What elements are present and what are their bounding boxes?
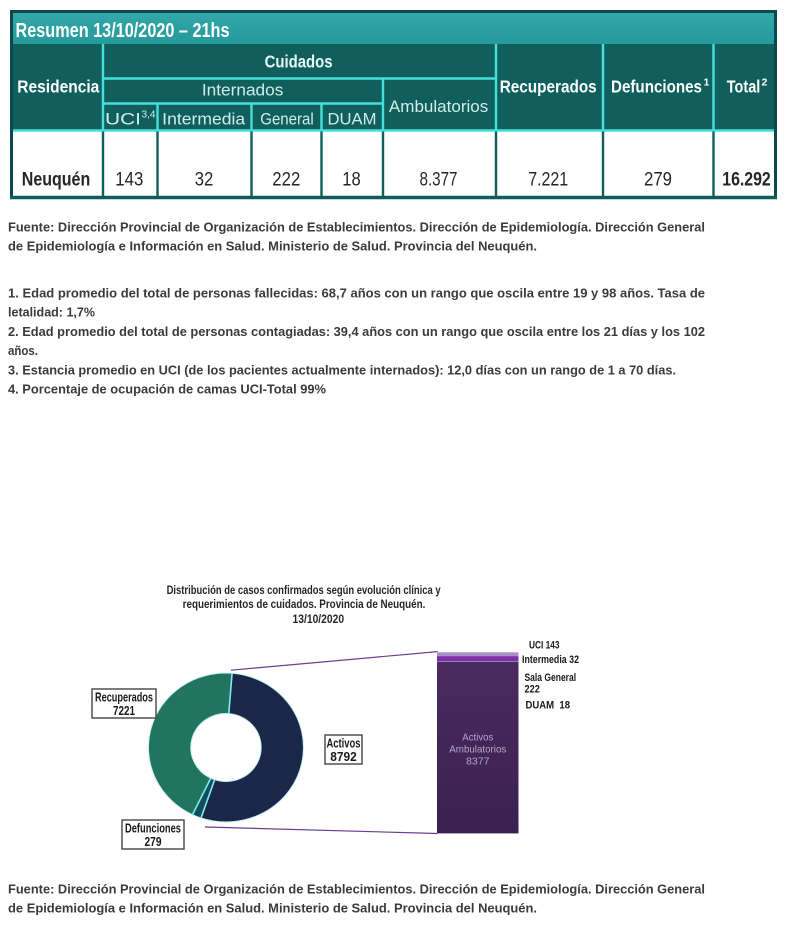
svg-text:2: 2 — [762, 77, 768, 89]
svg-text:18: 18 — [342, 170, 361, 191]
svg-text:222: 222 — [272, 170, 300, 191]
svg-text:16.292: 16.292 — [722, 170, 771, 191]
svg-text:2. Edad promedio del total de: 2. Edad promedio del total de personas c… — [8, 324, 705, 339]
svg-text:222: 222 — [525, 684, 540, 696]
svg-text:Sala General: Sala General — [525, 672, 577, 684]
svg-text:279: 279 — [145, 834, 162, 849]
svg-text:Ambulatorios: Ambulatorios — [389, 98, 488, 116]
svg-text:4. Porcentaje de ocupación de: 4. Porcentaje de ocupación de camas UCI-… — [8, 382, 326, 397]
svg-text:Neuquén: Neuquén — [22, 170, 91, 191]
svg-text:8.377: 8.377 — [420, 170, 458, 191]
svg-text:Activos: Activos — [327, 736, 361, 751]
svg-text:DUAM 18: DUAM 18 — [526, 699, 571, 711]
svg-text:279: 279 — [644, 170, 672, 191]
svg-text:Intermedia 32: Intermedia 32 — [522, 654, 579, 666]
svg-text:Activos: Activos — [462, 732, 493, 744]
svg-text:UCI 143: UCI 143 — [529, 640, 560, 652]
svg-text:de Epidemiología e Información: de Epidemiología e Información en Salud.… — [8, 901, 537, 916]
svg-text:Fuente: Dirección Provincial d: Fuente: Dirección Provincial de Organiza… — [8, 882, 705, 897]
svg-text:32: 32 — [195, 170, 214, 191]
svg-text:Ambulatorios: Ambulatorios — [449, 744, 506, 756]
svg-text:de Epidemiología e Información: de Epidemiología e Información en Salud.… — [8, 239, 537, 254]
svg-text:DUAM: DUAM — [328, 111, 377, 129]
svg-text:Residencia: Residencia — [17, 77, 99, 97]
svg-text:UCI: UCI — [105, 111, 141, 129]
svg-text:Resumen 13/10/2020 – 21hs: Resumen 13/10/2020 – 21hs — [16, 20, 230, 42]
svg-text:años.: años. — [8, 343, 38, 358]
svg-text:letalidad: 1,7%: letalidad: 1,7% — [8, 305, 95, 320]
svg-text:Defunciones: Defunciones — [611, 77, 702, 97]
svg-text:1: 1 — [704, 77, 710, 89]
svg-text:Internados: Internados — [202, 81, 284, 99]
svg-text:Defunciones: Defunciones — [125, 821, 181, 836]
svg-text:Distribución de casos confirma: Distribución de casos confirmados según … — [167, 583, 441, 597]
svg-text:7.221: 7.221 — [528, 170, 568, 191]
svg-text:3. Estancia promedio en UCI (d: 3. Estancia promedio en UCI (de los paci… — [8, 362, 676, 377]
svg-text:Fuente: Dirección Provincial d: Fuente: Dirección Provincial de Organiza… — [8, 220, 705, 235]
svg-text:General: General — [260, 111, 314, 129]
svg-text:8377: 8377 — [466, 756, 490, 768]
svg-text:7221: 7221 — [113, 703, 135, 718]
svg-text:1. Edad promedio del total de: 1. Edad promedio del total de personas f… — [8, 286, 705, 301]
svg-text:Recuperados: Recuperados — [95, 690, 153, 705]
svg-text:143: 143 — [115, 170, 143, 191]
svg-text:Intermedia: Intermedia — [162, 111, 246, 129]
svg-text:3,4: 3,4 — [142, 109, 156, 121]
svg-text:8792: 8792 — [330, 749, 357, 764]
svg-text:Cuidados: Cuidados — [265, 52, 333, 72]
svg-text:13/10/2020: 13/10/2020 — [293, 612, 345, 626]
svg-text:Total: Total — [727, 77, 761, 97]
svg-text:Recuperados: Recuperados — [500, 77, 597, 97]
svg-text:requerimientos de cuidados. Pr: requerimientos de cuidados. Provincia de… — [183, 597, 426, 611]
